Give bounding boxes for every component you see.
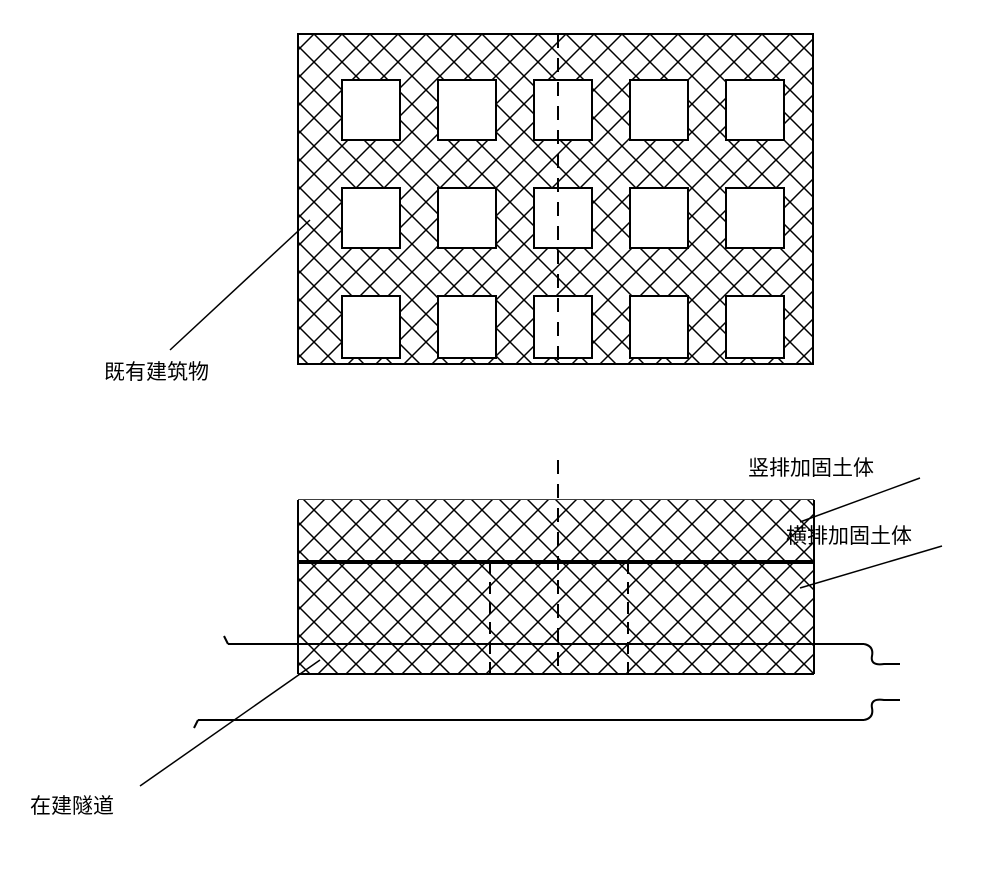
label-vertical-reinforced: 竖排加固土体 bbox=[748, 452, 874, 482]
diagram-svg bbox=[20, 20, 1000, 850]
label-horizontal-reinforced: 横排加固土体 bbox=[786, 520, 912, 550]
section-view bbox=[194, 460, 900, 728]
leader-existing-building bbox=[170, 220, 310, 350]
label-existing-building: 既有建筑物 bbox=[104, 356, 209, 386]
leader-vertical-reinforced bbox=[800, 478, 920, 522]
leader-horizontal-reinforced bbox=[800, 546, 942, 588]
label-tunnel: 在建隧道 bbox=[30, 790, 114, 820]
diagram-canvas: 既有建筑物 竖排加固土体 横排加固土体 在建隧道 bbox=[20, 20, 1000, 850]
existing-building-plan bbox=[298, 34, 813, 364]
leader-tunnel bbox=[140, 660, 320, 786]
